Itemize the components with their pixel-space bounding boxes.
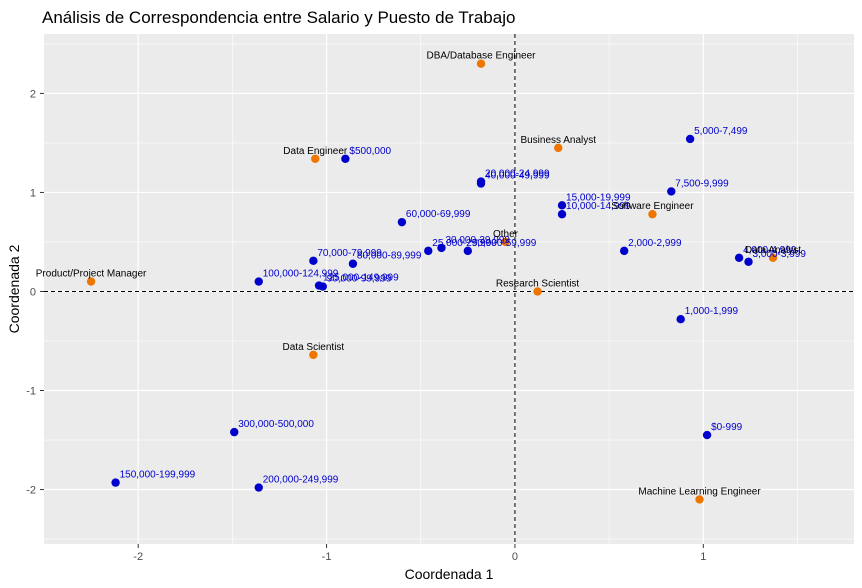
salary-point	[341, 154, 350, 163]
job-point	[501, 237, 510, 247]
salary-point	[397, 217, 407, 227]
salary-point	[254, 277, 263, 286]
salary-label: 15,000-19,999	[566, 192, 631, 203]
job-label: Software Engineer	[611, 201, 694, 212]
salary-label: $500,000	[349, 146, 391, 157]
salary-label: 40,000-49,999	[485, 171, 550, 182]
x-axis-title: Coordenada 1	[405, 566, 494, 582]
salary-label: 80,000-89,999	[357, 251, 422, 262]
salary-label: 100,000-124,999	[263, 269, 339, 280]
salary-label: 60,000-69,999	[406, 209, 471, 220]
x-tick-label: 0	[512, 551, 518, 563]
salary-label: 20,000-24,999	[485, 169, 550, 180]
job-point	[695, 495, 704, 504]
salary-label: 5,000-7,499	[694, 126, 748, 137]
job-label: Machine Learning Engineer	[638, 486, 761, 497]
y-tick-label: -2	[26, 485, 36, 497]
salary-label: 1,000-1,999	[685, 306, 739, 317]
x-tick-label: -1	[322, 551, 332, 563]
salary-point	[309, 256, 318, 265]
job-label: Business Analyst	[520, 135, 596, 146]
data-points	[86, 59, 778, 504]
job-point	[768, 253, 778, 263]
axis-ticks: -2 -1 0 1 -2 -1 0 1 2	[26, 88, 706, 563]
salary-label: 10,000-14,999	[566, 201, 631, 212]
salary-label: 300,000-500,000	[238, 419, 314, 430]
job-point	[311, 154, 320, 163]
job-label: Other	[493, 229, 519, 240]
job-label: Data Analyst	[745, 245, 801, 256]
x-tick-label: -2	[133, 551, 143, 563]
salary-point	[667, 187, 676, 196]
salary-label: 150,000-199,999	[120, 470, 196, 481]
salary-label: 50,000-59,999	[472, 238, 537, 249]
reference-lines	[44, 34, 854, 544]
salary-point	[557, 210, 567, 219]
job-point	[648, 210, 657, 219]
job-point	[554, 143, 563, 153]
salary-point	[111, 478, 120, 487]
salary-label: 70,000-79,999	[317, 248, 382, 259]
point-labels: $500,000 5,000-7,499 7,500-9,999 20,000-24,…	[36, 51, 807, 498]
salary-point	[463, 246, 473, 256]
job-point	[309, 350, 318, 360]
job-label: Data Engineer	[283, 146, 348, 157]
salary-label: 30,000-39,999	[445, 235, 510, 246]
salary-label: 200,000-249,999	[263, 475, 339, 486]
salary-label: 2,000-2,999	[628, 238, 682, 249]
job-label: Research Scientist	[496, 278, 580, 289]
salary-point	[230, 427, 239, 437]
job-point	[533, 287, 542, 296]
job-point	[86, 277, 96, 286]
salary-point	[437, 243, 446, 253]
salary-point	[254, 483, 263, 492]
salary-point	[744, 257, 753, 266]
y-tick-label: -1	[26, 386, 36, 398]
salary-point	[318, 282, 327, 291]
salary-point	[348, 259, 358, 268]
salary-point	[476, 179, 486, 188]
salary-point	[702, 430, 712, 440]
salary-point	[424, 246, 433, 256]
salary-point	[557, 201, 567, 210]
salary-point	[734, 253, 744, 263]
y-tick-label: 0	[30, 286, 36, 298]
salary-point	[685, 134, 695, 144]
salary-label: 125,000-149,999	[323, 273, 399, 284]
chart-title: Análisis de Correspondencia entre Salari…	[42, 8, 515, 27]
salary-point	[619, 246, 629, 256]
salary-label: 3,000-3,999	[753, 249, 807, 260]
plot-panel	[44, 34, 854, 544]
y-axis-title: Coordenada 2	[6, 244, 22, 333]
salary-label: $0-999	[711, 422, 743, 433]
job-label: DBA/Database Engineer	[427, 51, 537, 62]
salary-label: 4,000-4,999	[743, 245, 797, 256]
x-tick-label: 1	[700, 551, 706, 563]
salary-label: 7,500-9,999	[675, 178, 729, 189]
y-tick-label: 1	[30, 187, 36, 199]
salary-point	[676, 315, 685, 324]
job-label: Product/Project Manager	[36, 269, 147, 280]
salary-label: 25,000-29,999	[432, 238, 497, 249]
job-point	[476, 59, 486, 68]
y-tick-label: 2	[30, 88, 36, 100]
salary-label: 90,000-99,999	[327, 274, 392, 285]
job-label: Data Scientist	[283, 342, 345, 353]
